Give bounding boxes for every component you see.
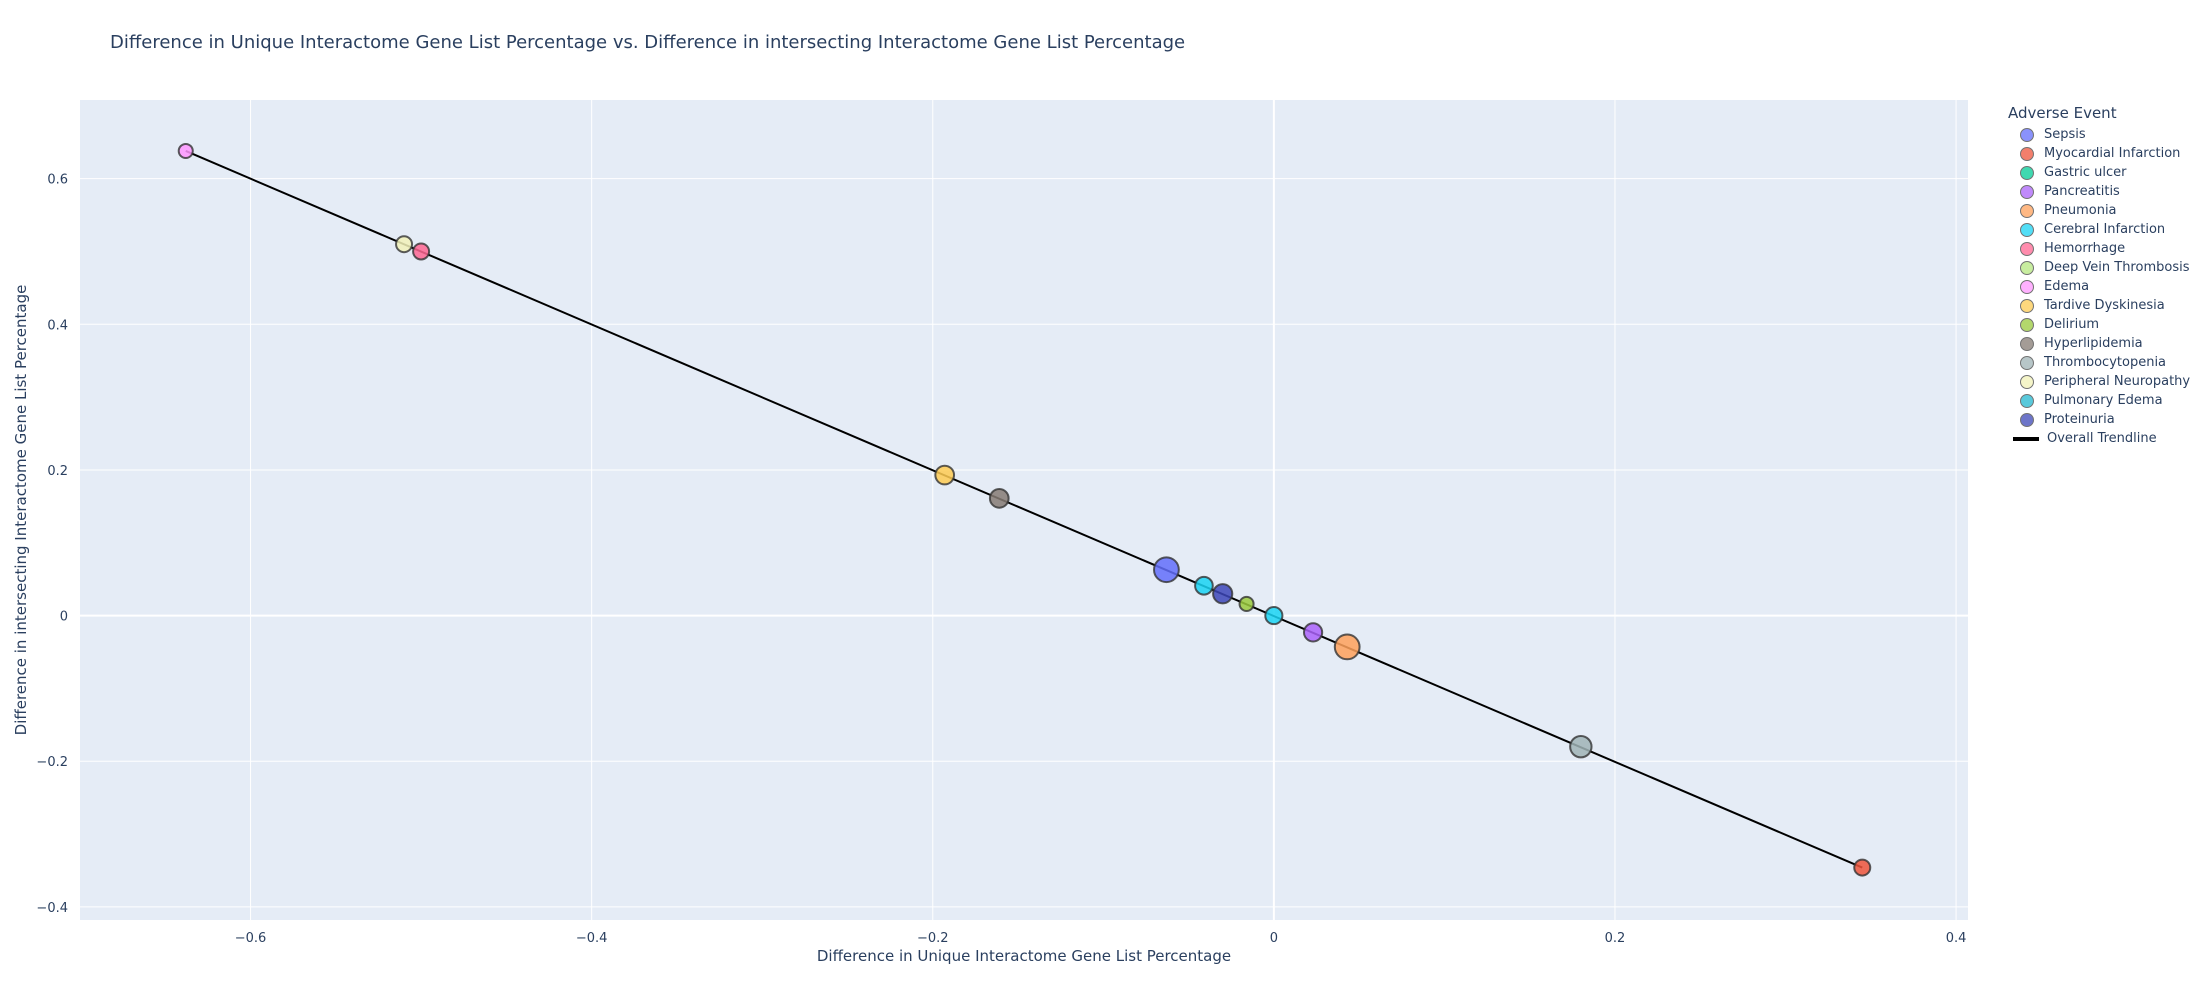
data-point[interactable] (1212, 583, 1234, 605)
legend-label: Proteinuria (2044, 412, 2115, 427)
legend-marker-icon (2020, 374, 2034, 389)
legend-item[interactable]: Sepsis (2008, 125, 2190, 144)
legend-label: Tardive Dyskinesia (2044, 298, 2165, 313)
data-point[interactable] (1569, 734, 1593, 759)
legend-label: Delirium (2044, 317, 2100, 332)
legend-label: Pneumonia (2044, 203, 2117, 218)
data-point[interactable] (934, 464, 956, 486)
data-point[interactable] (1333, 633, 1361, 661)
x-tick-label: −0.2 (917, 931, 949, 946)
legend-item[interactable]: Pneumonia (2008, 201, 2190, 220)
legend-label: Overall Trendline (2047, 431, 2157, 446)
legend-item[interactable]: Overall Trendline (2008, 429, 2190, 448)
x-tick-label: 0 (1270, 931, 1278, 946)
legend-label: Myocardial Infarction (2044, 146, 2181, 161)
legend-marker-icon (2020, 203, 2034, 218)
legend-label: Peripheral Neuropathy (2044, 374, 2191, 389)
y-tick-label: 0.2 (47, 464, 68, 479)
legend-item[interactable]: Delirium (2008, 315, 2190, 334)
legend: Adverse Event Sepsis Myocardial Infarctio… (2008, 104, 2190, 448)
data-point[interactable] (412, 242, 431, 261)
legend-label: Sepsis (2044, 127, 2086, 142)
legend-label: Edema (2044, 279, 2090, 294)
legend-item[interactable]: Peripheral Neuropathy (2008, 372, 2190, 391)
legend-marker-icon (2020, 184, 2034, 199)
legend-label: Gastric ulcer (2044, 165, 2127, 180)
legend-label: Cerebral Infarction (2044, 222, 2166, 237)
data-point[interactable] (177, 142, 194, 159)
legend-item[interactable]: Gastric ulcer (2008, 163, 2190, 182)
legend-item[interactable]: Deep Vein Thrombosis (2008, 258, 2190, 277)
legend-marker-icon (2020, 241, 2034, 256)
legend-marker-icon (2020, 146, 2034, 161)
data-point[interactable] (1264, 606, 1284, 626)
y-tick-label: −0.4 (36, 901, 68, 916)
y-tick-label: 0 (60, 610, 68, 625)
x-tick-label: −0.6 (235, 931, 267, 946)
legend-item[interactable]: Hyperlipidemia (2008, 334, 2190, 353)
legend-marker-icon (2020, 260, 2034, 275)
legend-marker-icon (2020, 279, 2034, 294)
data-point[interactable] (1194, 575, 1214, 596)
data-point[interactable] (988, 487, 1010, 509)
legend-marker-icon (2020, 165, 2034, 180)
x-tick-label: 0.4 (1946, 931, 1967, 946)
legend-label: Pancreatitis (2044, 184, 2120, 199)
legend-item[interactable]: Pulmonary Edema (2008, 391, 2190, 410)
legend-marker-icon (2020, 393, 2034, 408)
legend-label: Deep Vein Thrombosis (2044, 260, 2190, 275)
points-layer[interactable] (177, 142, 1872, 877)
y-tick-label: 0.4 (47, 318, 68, 333)
legend-item[interactable]: Tardive Dyskinesia (2008, 296, 2190, 315)
y-axis-title: Difference in intersecting Interactome G… (12, 285, 30, 736)
chart-title: Difference in Unique Interactome Gene Li… (110, 32, 1186, 53)
legend-marker-icon (2020, 317, 2034, 332)
legend-items: Sepsis Myocardial Infarction Gastric ulcer… (2008, 125, 2190, 448)
tick-labels: −0.6 −0.4 −0.2 0 0.2 0.4 −0.4 −0.2 0 0.2 0.4 0.6 (36, 173, 1966, 946)
legend-item[interactable]: Proteinuria (2008, 410, 2190, 429)
x-tick-label: 0.2 (1605, 931, 1626, 946)
legend-title: Adverse Event (2008, 104, 2117, 122)
y-tick-label: 0.6 (47, 173, 68, 188)
legend-item[interactable]: Pancreatitis (2008, 182, 2190, 201)
legend-label: Hyperlipidemia (2044, 336, 2143, 351)
data-point[interactable] (1853, 858, 1872, 877)
y-tick-label: −0.2 (36, 755, 68, 770)
legend-marker-icon (2020, 127, 2034, 142)
legend-label: Thrombocytopenia (2044, 355, 2167, 370)
data-point[interactable] (1153, 556, 1180, 584)
legend-marker-icon (2020, 222, 2034, 237)
x-tick-label: −0.4 (576, 931, 608, 946)
legend-marker-icon (2020, 355, 2034, 370)
legend-item[interactable]: Cerebral Infarction (2008, 220, 2190, 239)
data-point[interactable] (1302, 622, 1324, 643)
legend-marker-icon (2020, 298, 2034, 313)
grid-lines (80, 100, 1968, 920)
legend-item[interactable]: Hemorrhage (2008, 239, 2190, 258)
legend-item[interactable]: Edema (2008, 277, 2190, 296)
legend-line-icon (2013, 436, 2039, 441)
data-point[interactable] (395, 235, 414, 254)
legend-item[interactable]: Myocardial Infarction (2008, 144, 2190, 163)
legend-label: Hemorrhage (2044, 241, 2126, 256)
legend-marker-icon (2020, 412, 2034, 427)
data-point[interactable] (1238, 595, 1255, 612)
x-axis-title: Difference in Unique Interactome Gene Li… (817, 947, 1231, 965)
legend-label: Pulmonary Edema (2044, 393, 2163, 408)
legend-marker-icon (2020, 336, 2034, 351)
legend-item[interactable]: Thrombocytopenia (2008, 353, 2190, 372)
